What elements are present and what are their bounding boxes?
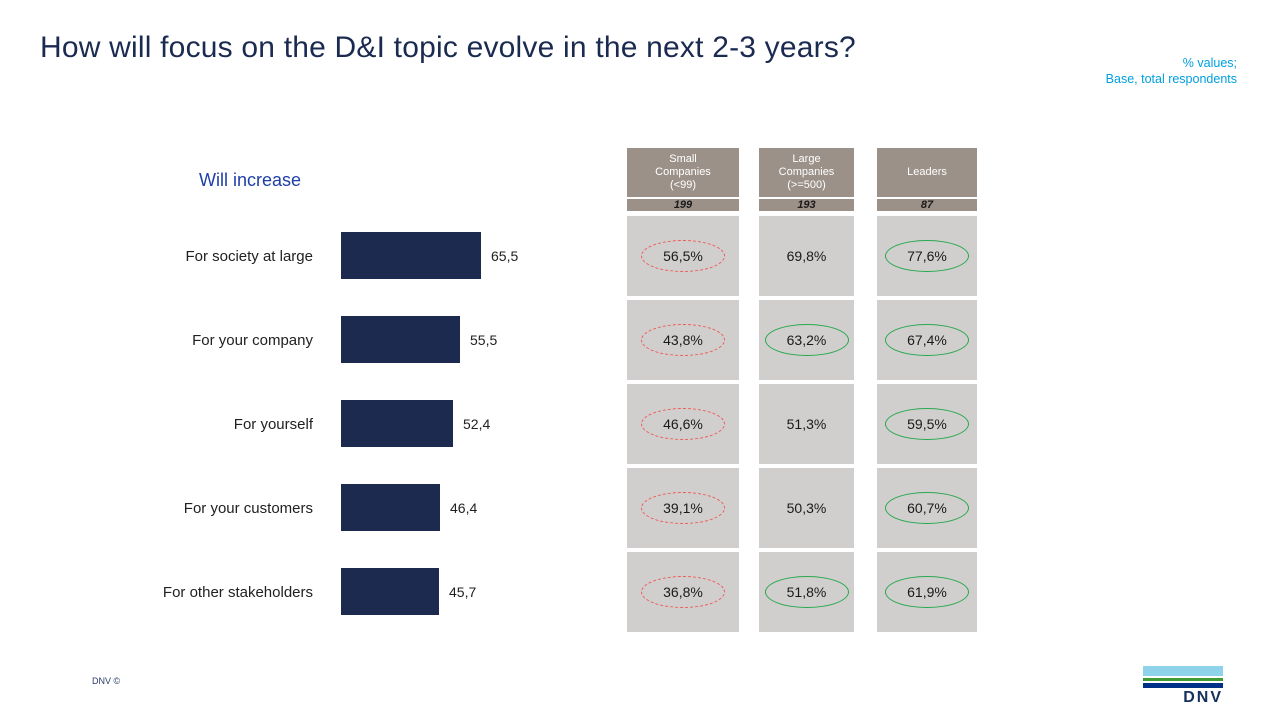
table-cell: 61,9%	[877, 552, 977, 632]
table-cell: 51,3%	[759, 384, 854, 464]
bar	[341, 568, 439, 615]
bar-value-label: 52,4	[463, 416, 491, 432]
bar-row: For your customers 46,4	[0, 468, 640, 548]
column-base-count: 87	[877, 199, 977, 211]
bar	[341, 232, 481, 279]
bar-row: For your company 55,5	[0, 300, 640, 380]
bar-category-label: For yourself	[233, 415, 313, 433]
footer-copyright: DNV ©	[92, 676, 121, 686]
cell-value: 51,3%	[786, 416, 827, 432]
table-cell: 50,3%	[759, 468, 854, 548]
column-base-count: 193	[759, 199, 854, 211]
bar	[341, 400, 453, 447]
table-cell: 51,8%	[759, 552, 854, 632]
table-column-leaders: Leaders 87 77,6% 67,4% 59,5% 60,7% 61,9%	[877, 148, 977, 632]
note-line-2: Base, total respondents	[1105, 72, 1237, 86]
column-header-line: Companies	[778, 166, 835, 178]
column-header-line: (<99)	[670, 179, 696, 191]
bar	[341, 316, 460, 363]
table-cell: 46,6%	[627, 384, 739, 464]
cell-value: 69,8%	[786, 248, 827, 264]
highlight-ellipse	[764, 576, 849, 608]
highlight-ellipse	[885, 324, 969, 356]
highlight-ellipse	[885, 576, 969, 608]
highlight-ellipse	[885, 492, 969, 524]
highlight-ellipse	[641, 240, 725, 272]
cell-value: 61,9%	[907, 584, 947, 600]
table-cell: 67,4%	[877, 300, 977, 380]
table-column-small-companies: Small Companies (<99) 199 56,5% 43,8% 46…	[627, 148, 739, 632]
column-header: Small Companies (<99)	[627, 148, 739, 197]
cell-value: 59,5%	[907, 416, 947, 432]
cell-value: 43,8%	[663, 332, 703, 348]
bar-category-label: For your customers	[183, 499, 313, 517]
highlight-ellipse	[885, 408, 969, 440]
highlight-ellipse	[641, 492, 725, 524]
column-header-line: (>=500)	[787, 179, 826, 191]
cell-value: 39,1%	[663, 500, 703, 516]
highlight-ellipse	[764, 324, 849, 356]
note-annotation: % values; Base, total respondents	[1106, 55, 1237, 87]
table-cell: 63,2%	[759, 300, 854, 380]
bar-row: For yourself 52,4	[0, 384, 640, 464]
cell-value: 60,7%	[907, 500, 947, 516]
cell-value: 50,3%	[786, 500, 827, 516]
logo-stripe-green-icon	[1143, 678, 1223, 681]
bar-value-label: 45,7	[449, 584, 477, 600]
bar-value-label: 46,4	[450, 500, 478, 516]
column-header-line: Leaders	[907, 166, 947, 178]
bar-category-label: For other stakeholders	[162, 583, 313, 601]
cell-value: 51,8%	[786, 584, 827, 600]
cell-value: 77,6%	[907, 248, 947, 264]
column-header: Leaders	[877, 148, 977, 197]
highlight-ellipse	[885, 240, 969, 272]
table-cell: 77,6%	[877, 216, 977, 296]
bar-value-label: 55,5	[470, 332, 498, 348]
table-column-large-companies: Large Companies (>=500) 193 69,8% 63,2% …	[759, 148, 854, 632]
table-cell: 69,8%	[759, 216, 854, 296]
dnv-logo: DNV	[1143, 666, 1223, 707]
column-header-line: Large	[792, 153, 821, 165]
cell-value: 67,4%	[907, 332, 947, 348]
bar-category-label: For society at large	[185, 247, 313, 265]
cell-value: 36,8%	[663, 584, 703, 600]
logo-text: DNV	[1183, 689, 1223, 706]
table-cell: 39,1%	[627, 468, 739, 548]
table-cell: 59,5%	[877, 384, 977, 464]
highlight-ellipse	[641, 408, 725, 440]
column-header: Large Companies (>=500)	[759, 148, 854, 197]
cell-value: 56,5%	[663, 248, 703, 264]
bar-value-label: 65,5	[491, 248, 519, 264]
table-cell: 60,7%	[877, 468, 977, 548]
bar-category-label: For your company	[192, 331, 313, 349]
table-cell: 36,8%	[627, 552, 739, 632]
highlight-ellipse	[641, 324, 725, 356]
table-cell: 43,8%	[627, 300, 739, 380]
chart-title: Will increase	[199, 170, 302, 190]
note-line-1: % values;	[1182, 56, 1237, 70]
column-header-line: Companies	[655, 166, 711, 178]
page-title: How will focus on the D&I topic evolve i…	[40, 31, 856, 64]
bar-row: For society at large 65,5	[0, 216, 640, 296]
highlight-ellipse	[641, 576, 725, 608]
table-cell: 56,5%	[627, 216, 739, 296]
logo-stripe-navy-icon	[1143, 683, 1223, 688]
cell-value: 46,6%	[663, 416, 703, 432]
cell-value: 63,2%	[786, 332, 827, 348]
logo-stripe-lightblue-icon	[1143, 666, 1223, 676]
bar	[341, 484, 440, 531]
column-base-count: 199	[627, 199, 739, 211]
bar-row: For other stakeholders 45,7	[0, 552, 640, 632]
column-header-line: Small	[669, 153, 697, 165]
